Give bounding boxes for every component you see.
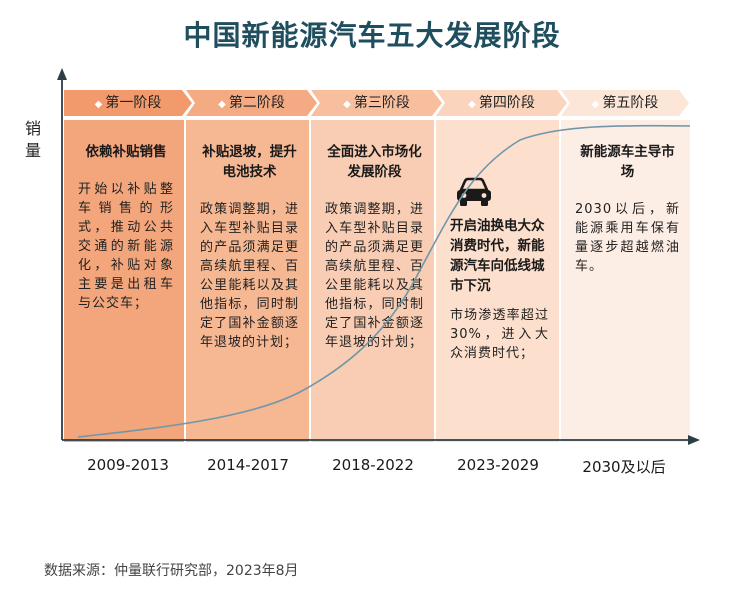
stage-5-heading: 新能源车主导市场 [580, 144, 675, 180]
y-axis-label: 销量 [24, 119, 41, 160]
stage-2-label: 第二阶段 [228, 95, 285, 111]
stage-3-heading: 全面进入市场化发展阶段 [327, 144, 422, 180]
stage-2-description: 政策调整期，进入车型补贴目录的产品须满足更高续航里程、百公里能耗以及其他指标，同… [200, 202, 299, 350]
page-title: 中国新能源汽车五大发展阶段 [183, 19, 561, 52]
stage-5-period: 2030及以后 [582, 458, 666, 476]
stage-5-description: 2030以后，新能源乘用车保有量逐步超越燃油车。 [575, 202, 680, 274]
stage-2-banner: ◆ 第二阶段 [186, 90, 317, 116]
diamond-bullet-icon: ◆ [94, 99, 103, 110]
data-source-note: 数据来源：仲量联行研究部，2023年8月 [44, 563, 299, 579]
stage-2-heading: 补贴退坡，提升电池技术 [202, 144, 297, 180]
stage-2-panel: 补贴退坡，提升电池技术政策调整期，进入车型补贴目录的产品须满足更高续航里程、百公… [186, 120, 309, 442]
y-axis-arrow [57, 68, 67, 80]
stage-4-period: 2023-2029 [457, 456, 539, 474]
stage-4-heading: 开启油换电大众消费时代，新能源汽车向低线城市下沉 [450, 218, 545, 294]
stage-4-panel: 开启油换电大众消费时代，新能源汽车向低线城市下沉市场渗透率超过30%，进入大众消… [436, 120, 559, 442]
stage-5-label: 第五阶段 [602, 95, 659, 111]
diamond-bullet-icon: ◆ [218, 99, 226, 110]
stage-1-heading: 依赖补贴销售 [85, 144, 167, 160]
stage-3-period: 2018-2022 [332, 456, 414, 474]
stage-4-description: 市场渗透率超过30%，进入大众消费时代； [450, 308, 549, 361]
stage-1-panel: 依赖补贴销售开始以补贴整车销售的形式，推动公共交通的新能源化，补贴对象主要是出租… [64, 120, 184, 442]
stage-1-banner: ◆ 第一阶段 [64, 90, 192, 116]
diamond-bullet-icon: ◆ [468, 99, 476, 110]
stage-1-period: 2009-2013 [87, 456, 169, 474]
stage-4-label: 第四阶段 [478, 95, 535, 111]
diamond-bullet-icon: ◆ [343, 99, 351, 110]
stage-3-panel: 全面进入市场化发展阶段政策调整期，进入车型补贴目录的产品须满足更高续航里程、百公… [311, 120, 434, 442]
stage-1-description: 开始以补贴整车销售的形式，推动公共交通的新能源化，补贴对象主要是出租车与公交车； [78, 182, 174, 311]
stage-5-banner: ◆ 第五阶段 [561, 90, 689, 116]
stage-3-banner: ◆ 第三阶段 [311, 90, 442, 116]
stage-2-period: 2014-2017 [207, 456, 289, 474]
diamond-bullet-icon: ◆ [591, 99, 600, 110]
stage-5-panel: 新能源车主导市场 2030以后，新能源乘用车保有量逐步超越燃油车。 [561, 120, 690, 442]
stage-4-banner: ◆ 第四阶段 [436, 90, 567, 116]
stage-3-description: 政策调整期，进入车型补贴目录的产品须满足更高续航里程、百公里能耗以及其他指标，同… [325, 202, 424, 350]
stage-1-label: 第一阶段 [105, 95, 162, 111]
stage-3-label: 第三阶段 [353, 95, 410, 111]
car-icon [457, 177, 491, 206]
